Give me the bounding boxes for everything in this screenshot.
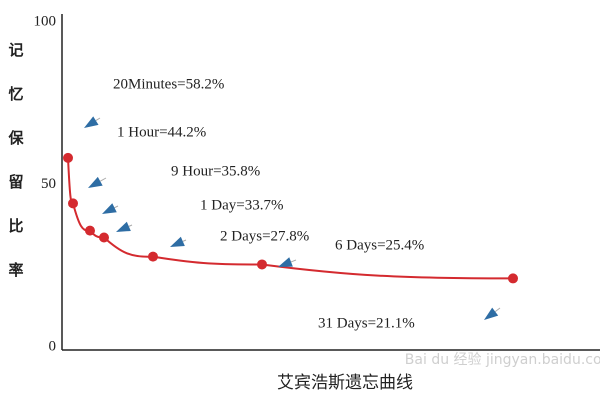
arrow-tail: [290, 259, 297, 263]
arrow-tail: [114, 205, 119, 209]
y-tick-label: 0: [49, 338, 57, 354]
arrow-head: [170, 236, 185, 247]
data-point: [148, 251, 158, 262]
arrow-tail: [182, 239, 187, 242]
data-point: [257, 259, 267, 270]
arrow-tail: [95, 117, 101, 122]
data-label: 2 Days=27.8%: [220, 228, 309, 244]
data-point: [68, 198, 78, 209]
arrow-head: [484, 307, 499, 320]
data-label: 6 Days=25.4%: [335, 237, 424, 253]
data-label: 1 Day=33.7%: [200, 197, 283, 213]
arrow-tail: [128, 224, 133, 227]
arrow-head: [84, 116, 99, 128]
data-label: 31 Days=21.1%: [318, 315, 415, 331]
arrow-tail: [99, 177, 107, 182]
y-tick-label: 100: [34, 13, 57, 29]
data-label: 9 Hour=35.8%: [171, 163, 260, 179]
data-point: [99, 232, 109, 243]
y-tick-label: 50: [41, 176, 56, 192]
watermark: Bai du 经验 jingyan.baidu.com: [405, 352, 600, 368]
data-point: [508, 273, 518, 284]
y-axis-title: 记忆保留比率: [7, 41, 24, 279]
data-label: 1 Hour=44.2%: [117, 124, 206, 140]
forgetting-curve: [67, 157, 514, 280]
data-point: [63, 152, 73, 163]
arrow-tail: [494, 307, 501, 313]
arrow-head: [116, 221, 131, 232]
data-point: [85, 225, 95, 236]
data-label: 20Minutes=58.2%: [113, 76, 224, 92]
x-axis-title: 艾宾浩斯遗忘曲线: [277, 373, 413, 393]
arrow-head: [88, 176, 103, 188]
arrow-head: [278, 257, 293, 267]
arrow-head: [102, 203, 117, 214]
